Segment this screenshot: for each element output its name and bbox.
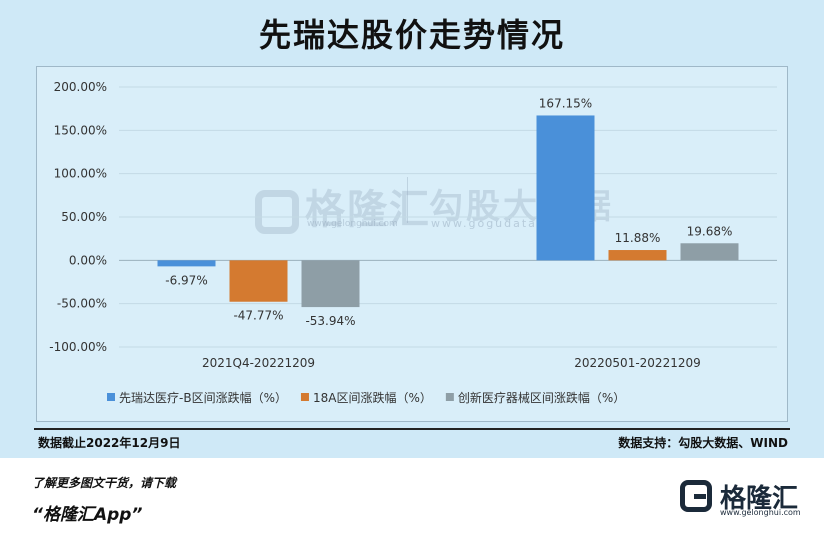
legend-label: 先瑞达医疗-B区间涨跌幅（%） bbox=[119, 390, 287, 405]
y-tick-label: 0.00% bbox=[69, 253, 107, 267]
legend-label: 18A区间涨跌幅（%） bbox=[313, 390, 432, 405]
y-tick-label: 150.00% bbox=[54, 123, 107, 137]
bar bbox=[536, 115, 595, 261]
data-label: 19.68% bbox=[687, 224, 733, 238]
data-cutoff-note: 数据截止2022年12月9日 bbox=[38, 436, 181, 450]
watermark-logo-icon bbox=[255, 190, 299, 234]
legend-swatch bbox=[300, 393, 309, 401]
footer-app-name: “格隆汇App” bbox=[32, 505, 143, 525]
data-label: -6.97% bbox=[165, 273, 207, 287]
watermark-left-brand: 格隆汇 bbox=[305, 187, 431, 233]
watermark-right-url: www.gogudata.com bbox=[431, 217, 572, 230]
x-tick-label: 20220501-20221209 bbox=[574, 356, 701, 370]
y-tick-label: -100.00% bbox=[49, 340, 107, 354]
bar bbox=[301, 260, 360, 308]
chart-title: 先瑞达股价走势情况 bbox=[258, 16, 565, 54]
y-tick-label: 50.00% bbox=[61, 210, 107, 224]
bar bbox=[680, 243, 739, 261]
logo-url: www.gelonghui.com bbox=[720, 508, 801, 517]
data-label: 167.15% bbox=[539, 96, 592, 110]
chart-panel: 格隆汇 www.gelonghui.com 勾股大数据 www.gogudata… bbox=[36, 66, 788, 422]
footer-promo-text: 了解更多图文干货，请下载 bbox=[32, 476, 177, 490]
bar bbox=[608, 250, 667, 261]
bar bbox=[157, 260, 216, 267]
data-label: -53.94% bbox=[305, 314, 355, 328]
logo-text: 格隆汇 bbox=[720, 484, 799, 514]
legend-swatch bbox=[445, 393, 454, 401]
legend-label: 创新医疗器械区间涨跌幅（%） bbox=[458, 390, 625, 405]
logo-mark-icon bbox=[680, 480, 712, 512]
data-label: -47.77% bbox=[233, 309, 283, 323]
gelonghui-logo: 格隆汇 www.gelonghui.com bbox=[680, 478, 801, 518]
watermark-left-url: www.gelonghui.com bbox=[307, 219, 398, 229]
bar-chart: 200.00% 150.00% 100.00% 50.00% 0.00% -50.00% -… bbox=[49, 80, 777, 405]
y-tick-label: 100.00% bbox=[54, 167, 107, 181]
footer: 了解更多图文干货，请下载 “格隆汇App” 格隆汇 www.gelonghui.… bbox=[0, 458, 824, 537]
data-label: 11.88% bbox=[615, 231, 661, 245]
x-tick-label: 2021Q4-20221209 bbox=[202, 356, 315, 370]
watermark-divider bbox=[407, 177, 408, 223]
watermark-gelonghui: 格隆汇 bbox=[255, 177, 431, 235]
legend-swatch bbox=[107, 393, 115, 401]
bar bbox=[229, 260, 288, 302]
y-tick-label: 200.00% bbox=[54, 80, 107, 94]
section-divider bbox=[34, 428, 790, 430]
y-tick-label: -50.00% bbox=[57, 297, 107, 311]
data-source-note: 数据支持：勾股大数据、WIND bbox=[618, 436, 788, 450]
